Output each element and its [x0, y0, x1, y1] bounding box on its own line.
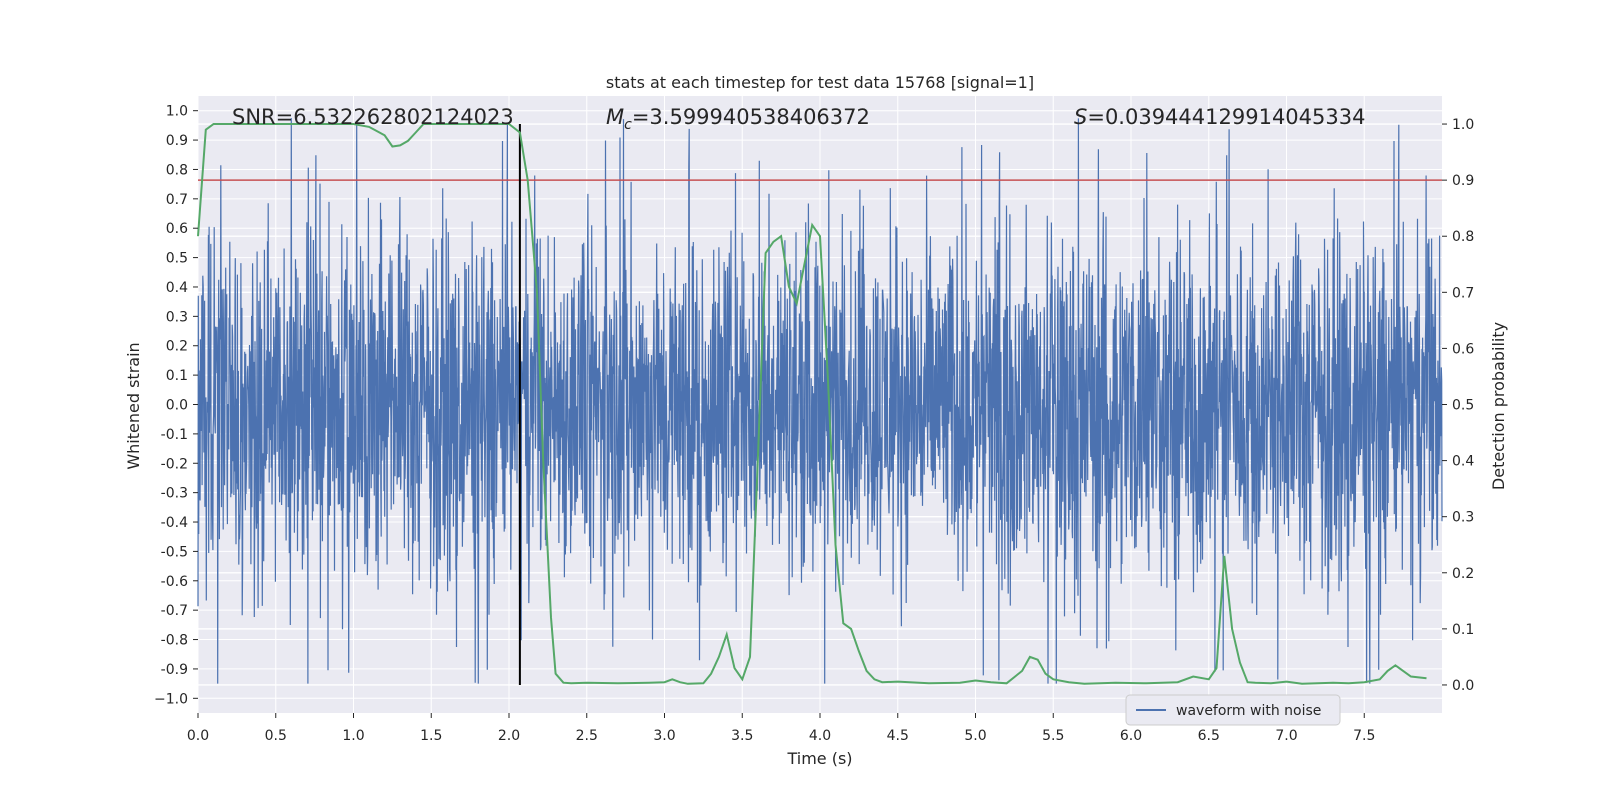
s-symbol: S — [1074, 105, 1087, 129]
y-tick-label: 0.1 — [166, 368, 188, 384]
x-tick-label: 3.0 — [653, 728, 675, 744]
y2-tick-label: 0.2 — [1452, 566, 1474, 582]
mc-subscript: c — [624, 117, 632, 133]
y2-tick-label: 0.6 — [1452, 341, 1474, 357]
y2-tick-label: 0.5 — [1452, 398, 1474, 414]
y2-tick-label: 0.4 — [1452, 454, 1474, 470]
x-tick-label: 2.5 — [576, 728, 598, 744]
detection-probability-line — [197, 123, 1427, 685]
left-axis-ticks: 1.0 0.9 0.8 0.7 0.6 0.5 0.4 0.3 0.2 0.1 0.0 -0.1 -0.… — [154, 104, 198, 707]
x-tick-label: 7.5 — [1353, 728, 1375, 744]
y-tick-label: 0.3 — [166, 309, 188, 325]
y-axis-label: Whitened strain — [124, 342, 143, 469]
waveform-with-noise-line — [197, 118, 1443, 684]
x-tick-label: 0.0 — [187, 728, 209, 744]
y-tick-label: 0.2 — [166, 339, 188, 355]
y2-tick-label: 0.8 — [1452, 229, 1474, 245]
y-tick-label: 0.0 — [166, 398, 188, 414]
right-axis-ticks: 1.0 0.9 0.8 0.7 0.6 0.5 0.4 0.3 0.2 0.1 0.0 — [1442, 117, 1474, 694]
waveform-series — [197, 118, 1443, 684]
y-tick-label: -0.3 — [161, 486, 188, 502]
x-axis-ticks: 0.0 0.5 1.0 1.5 2.0 2.5 3.0 3.5 4.0 4.5 5.0 5.5 6.0 6… — [187, 713, 1375, 744]
x-tick-label: 7.0 — [1275, 728, 1297, 744]
x-tick-label: 0.5 — [265, 728, 287, 744]
y-tick-label: 0.7 — [166, 192, 188, 208]
x-tick-label: 4.0 — [809, 728, 831, 744]
legend-box — [1125, 694, 1341, 726]
y-tick-label: -0.1 — [161, 427, 188, 443]
y2-axis-label: Detection probability — [1489, 322, 1508, 490]
x-tick-label: 5.5 — [1042, 728, 1064, 744]
s-annotation: S=0.039444129914045334 — [1074, 105, 1365, 129]
x-tick-label: 1.5 — [420, 728, 442, 744]
y-tick-label: 0.8 — [166, 162, 188, 178]
x-tick-label: 3.5 — [731, 728, 753, 744]
y2-tick-label: 1.0 — [1452, 117, 1474, 133]
x-tick-label: 6.5 — [1198, 728, 1220, 744]
y-tick-label: -0.6 — [161, 574, 188, 590]
y-tick-label: −1.0 — [154, 691, 188, 707]
y2-tick-label: 0.9 — [1452, 173, 1474, 189]
y-tick-label: 0.5 — [166, 251, 188, 267]
y-tick-label: -0.2 — [161, 456, 188, 472]
snr-annotation: SNR=6.532262802124023 — [232, 105, 514, 129]
chart-title: stats at each timestep for test data 157… — [606, 73, 1034, 92]
x-tick-label: 6.0 — [1120, 728, 1142, 744]
y-tick-label: -0.8 — [161, 633, 188, 649]
y-tick-label: 0.4 — [166, 280, 188, 296]
y-tick-label: 0.6 — [166, 221, 188, 237]
probability-series-layer — [197, 123, 1427, 685]
x-tick-label: 5.0 — [964, 728, 986, 744]
x-tick-label: 1.0 — [342, 728, 364, 744]
mc-symbol: M — [606, 105, 624, 129]
y2-tick-label: 0.3 — [1452, 510, 1474, 526]
y-tick-label: -0.4 — [161, 515, 188, 531]
y-tick-label: -0.7 — [161, 603, 188, 619]
y-tick-label: -0.9 — [161, 662, 188, 678]
y-tick-label: 1.0 — [166, 104, 188, 120]
x-tick-label: 4.5 — [887, 728, 909, 744]
mc-value: =3.599940538406372 — [632, 105, 870, 129]
y2-tick-label: 0.1 — [1452, 622, 1474, 638]
s-value: =0.039444129914045334 — [1087, 105, 1365, 129]
y-tick-label: -0.5 — [161, 544, 188, 560]
legend-label: waveform with noise — [1176, 703, 1321, 719]
y2-tick-label: 0.0 — [1452, 678, 1474, 694]
y2-tick-label: 0.7 — [1452, 285, 1474, 301]
chirp-mass-annotation: Mc=3.599940538406372 — [606, 105, 870, 133]
y-tick-label: 0.9 — [166, 133, 188, 149]
legend: waveform with noise — [1125, 694, 1341, 726]
x-axis-label: Time (s) — [786, 749, 852, 768]
x-tick-label: 2.0 — [498, 728, 520, 744]
